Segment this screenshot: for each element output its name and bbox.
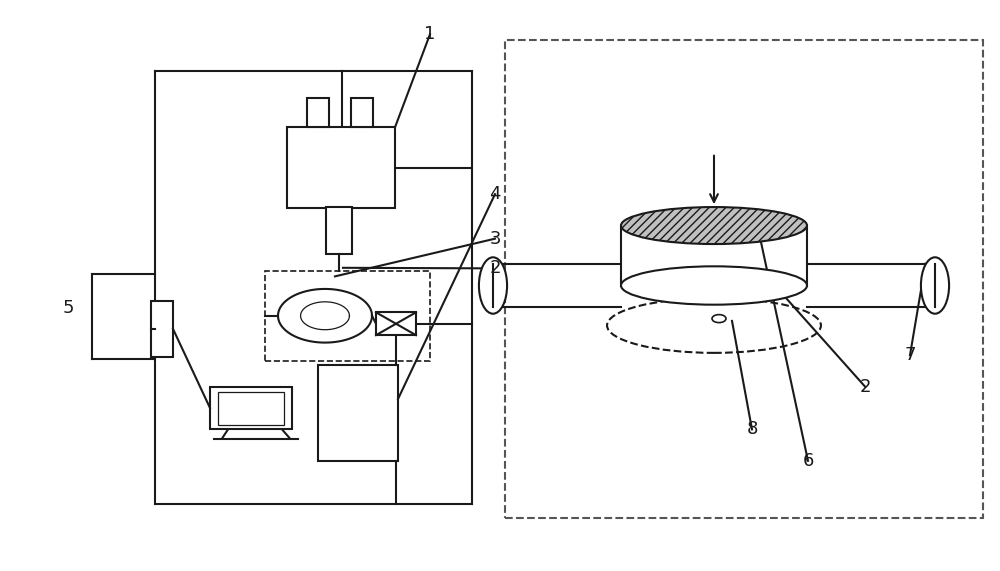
Text: 8: 8 [746, 420, 758, 439]
Bar [307, 98, 329, 127]
Text: 5: 5 [62, 299, 74, 317]
Bar [318, 365, 398, 461]
Text: 3: 3 [489, 230, 501, 248]
Text: 6: 6 [802, 452, 814, 470]
Ellipse shape [921, 258, 949, 313]
Text: 2: 2 [489, 259, 501, 278]
Bar [265, 271, 430, 361]
Bar [151, 301, 173, 357]
Bar [376, 312, 416, 335]
Ellipse shape [607, 298, 821, 353]
Text: 1: 1 [424, 25, 436, 43]
Ellipse shape [479, 258, 507, 313]
Ellipse shape [621, 207, 807, 244]
Circle shape [712, 315, 726, 323]
Text: 4: 4 [489, 185, 501, 203]
Bar [218, 392, 284, 425]
Text: 7: 7 [904, 346, 916, 364]
Bar [210, 387, 292, 429]
Bar [326, 207, 352, 254]
Bar [505, 40, 983, 518]
Ellipse shape [621, 266, 807, 305]
Text: 2: 2 [859, 377, 871, 396]
Bar [287, 127, 395, 208]
Bar [351, 98, 373, 127]
